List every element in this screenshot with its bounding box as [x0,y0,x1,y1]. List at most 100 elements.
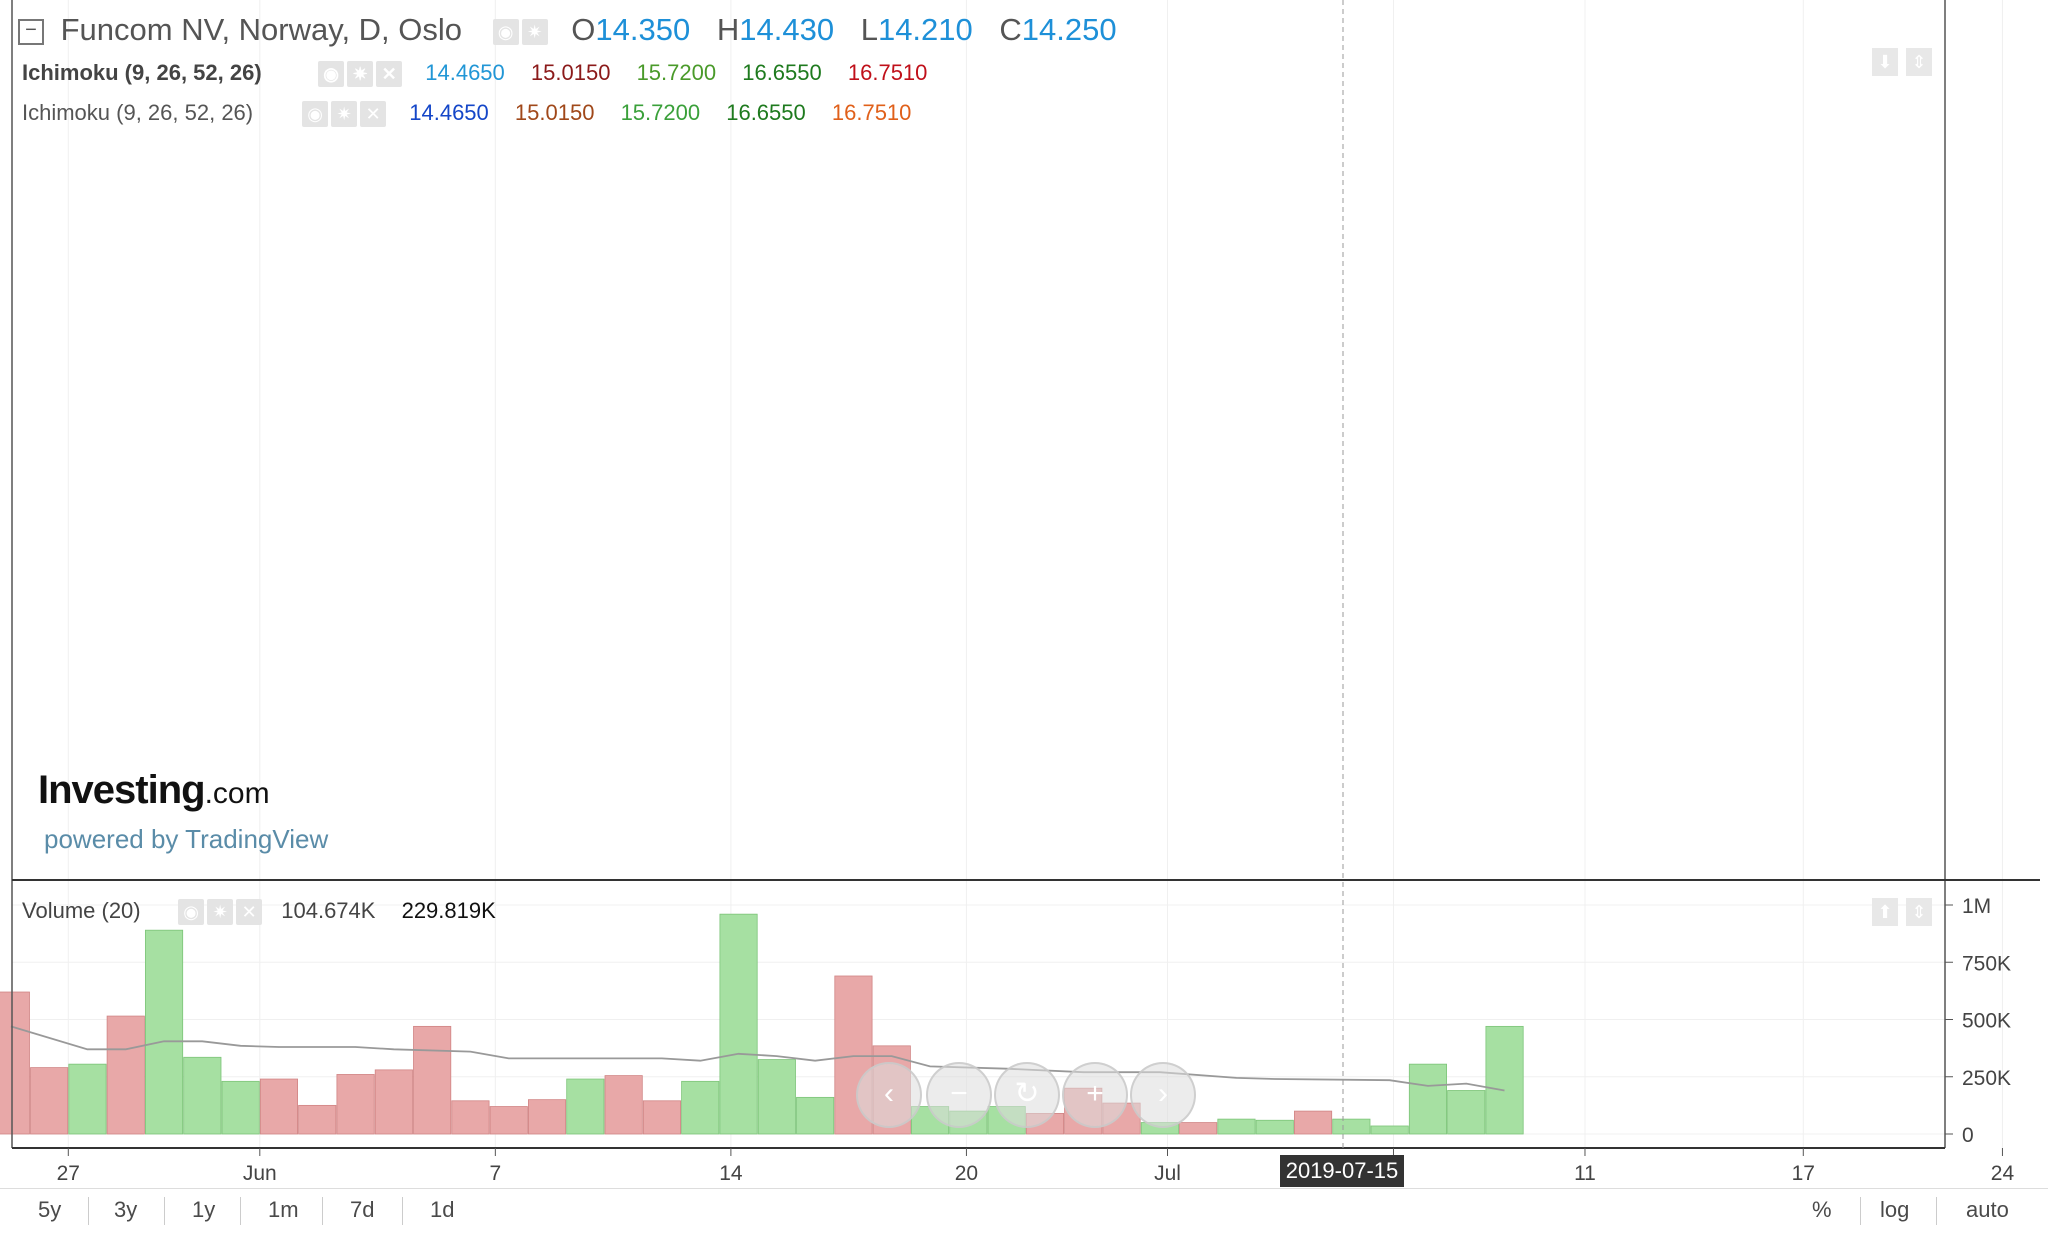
timeframe-bar: 5y 3y 1y 1m 7d 1d % log auto [0,1188,2048,1235]
indicator-value: 16.7510 [831,100,912,125]
arrow-up-icon[interactable]: ⬆ [1872,898,1898,926]
chevron-left-icon[interactable]: ‹ [856,1062,922,1128]
x-tick-label: 20 [955,1162,978,1185]
volume-bar [1332,1118,1371,1135]
timeframe-1d[interactable]: 1d [430,1197,455,1222]
chart-header: − Funcom NV, Norway, D, Oslo ◉ ✷ O14.350 … [18,12,1117,48]
close-icon[interactable]: ✕ [376,61,403,88]
x-tick-label: 27 [57,1162,80,1185]
timeframe-1y[interactable]: 1y [192,1197,216,1222]
volume-bar [106,1015,145,1135]
logo-suffix: .com [204,777,270,810]
volume-bar [221,1080,260,1135]
indicator-value: 16.6550 [742,60,822,85]
symbol-title: Funcom NV, Norway, D, Oslo [60,12,463,47]
volume-bar [298,1104,337,1135]
plus-icon[interactable]: + [1062,1062,1128,1128]
volume-bar [183,1056,222,1135]
volume-bar [1179,1122,1218,1135]
indicator-value: 15.0150 [514,100,595,125]
volume-bars [0,913,1524,1135]
volume-bar [757,1059,796,1135]
volume-bar [1447,1090,1486,1135]
eye-icon[interactable]: ◉ [178,899,205,926]
eye-icon[interactable]: ◉ [302,101,329,128]
collapse-icon[interactable]: − [18,18,44,45]
separator [402,1197,403,1225]
separator [164,1197,165,1225]
arrow-down-icon[interactable]: ⇕ [1906,898,1932,926]
volume-bar [374,1069,413,1135]
volume-bar [719,913,758,1135]
vol-tick-label: 0 [1962,1124,1974,1147]
volume-bar [1217,1118,1256,1135]
volume-bar [604,1075,643,1135]
reset-icon[interactable]: ↻ [994,1062,1060,1128]
volume-ma-value: 229.819K [401,898,496,923]
low-label: L [860,12,878,47]
volume-bar [796,1096,835,1135]
indicator-row-1: Ichimoku (9, 26, 52, 26) ◉ ✷ ✕ 14.4650 15.… [22,60,947,88]
scale-log[interactable]: log [1880,1197,1910,1222]
indicator-label: Ichimoku (9, 26, 52, 26) [22,100,254,125]
separator [240,1197,241,1225]
volume-bar [1408,1063,1448,1135]
arrow-up-icon[interactable]: ⇕ [1906,48,1932,76]
logo-main: Investing [38,768,206,812]
volume-value: 104.674K [281,898,376,923]
eye-icon[interactable]: ◉ [492,18,519,45]
minus-icon[interactable]: − [926,1062,992,1128]
timeframe-7d[interactable]: 7d [350,1197,375,1222]
gear-icon[interactable]: ✷ [207,899,234,926]
volume-bar [566,1078,605,1135]
crosshair-date: 2019-07-15 [1280,1155,1404,1187]
gear-icon[interactable]: ✷ [331,101,358,128]
separator [88,1197,89,1225]
close-label: C [999,12,1022,47]
volume-bar [1485,1025,1524,1135]
close-value: 14.250 [1021,12,1117,47]
gear-icon[interactable]: ✷ [521,18,548,45]
timeframe-3y[interactable]: 3y [114,1197,138,1222]
close-icon[interactable]: ✕ [236,899,263,926]
x-tick-label: 14 [719,1162,743,1185]
vol-tick-label: 250K [1962,1067,2011,1090]
x-tick-label: Jul [1154,1162,1181,1185]
open-label: O [571,12,596,47]
overlays: 15.72015.013 [1342,0,1344,1148]
vol-tick-label: 750K [1962,952,2011,975]
timeframe-5y[interactable]: 5y [38,1197,62,1222]
volume-bar [489,1106,528,1135]
close-icon[interactable]: ✕ [360,101,387,128]
volume-bar [451,1100,490,1135]
indicator-value: 15.7200 [620,100,701,125]
timeframe-1m[interactable]: 1m [268,1197,299,1222]
investing-logo: Investing.com [38,768,270,813]
indicator-value: 14.4650 [425,60,505,85]
low-value: 14.210 [877,12,973,47]
volume-bar [336,1074,375,1135]
chevron-right-icon[interactable]: › [1130,1062,1196,1128]
x-tick-label: Jun [243,1162,277,1185]
volume-bar [1255,1119,1294,1135]
volume-bar [1370,1125,1409,1135]
high-label: H [716,12,740,47]
chart-canvas[interactable]: 19.50019.00018.50018.00017.50017.00016.5… [0,0,2048,1188]
volume-label: Volume (20) [22,898,141,923]
volume-bar [681,1080,720,1135]
axes: 19.50019.00018.50018.00017.50017.00016.5… [11,0,2040,1185]
scale-percent[interactable]: % [1812,1197,1832,1222]
indicator-value: 16.6550 [726,100,806,125]
scale-auto[interactable]: auto [1966,1197,2009,1222]
volume-bar [30,1067,69,1135]
gear-icon[interactable]: ✷ [347,61,374,88]
volume-bar [259,1078,298,1135]
volume-header: Volume (20) ◉ ✷ ✕ 104.674K 229.819K [22,898,496,926]
volume-bar [144,929,184,1135]
volume-bar [68,1063,107,1135]
eye-icon[interactable]: ◉ [318,61,345,88]
separator [1860,1197,1861,1225]
arrow-down-icon[interactable]: ⬇ [1872,48,1898,76]
indicator-value: 16.7510 [847,60,928,85]
open-value: 14.350 [595,12,691,47]
